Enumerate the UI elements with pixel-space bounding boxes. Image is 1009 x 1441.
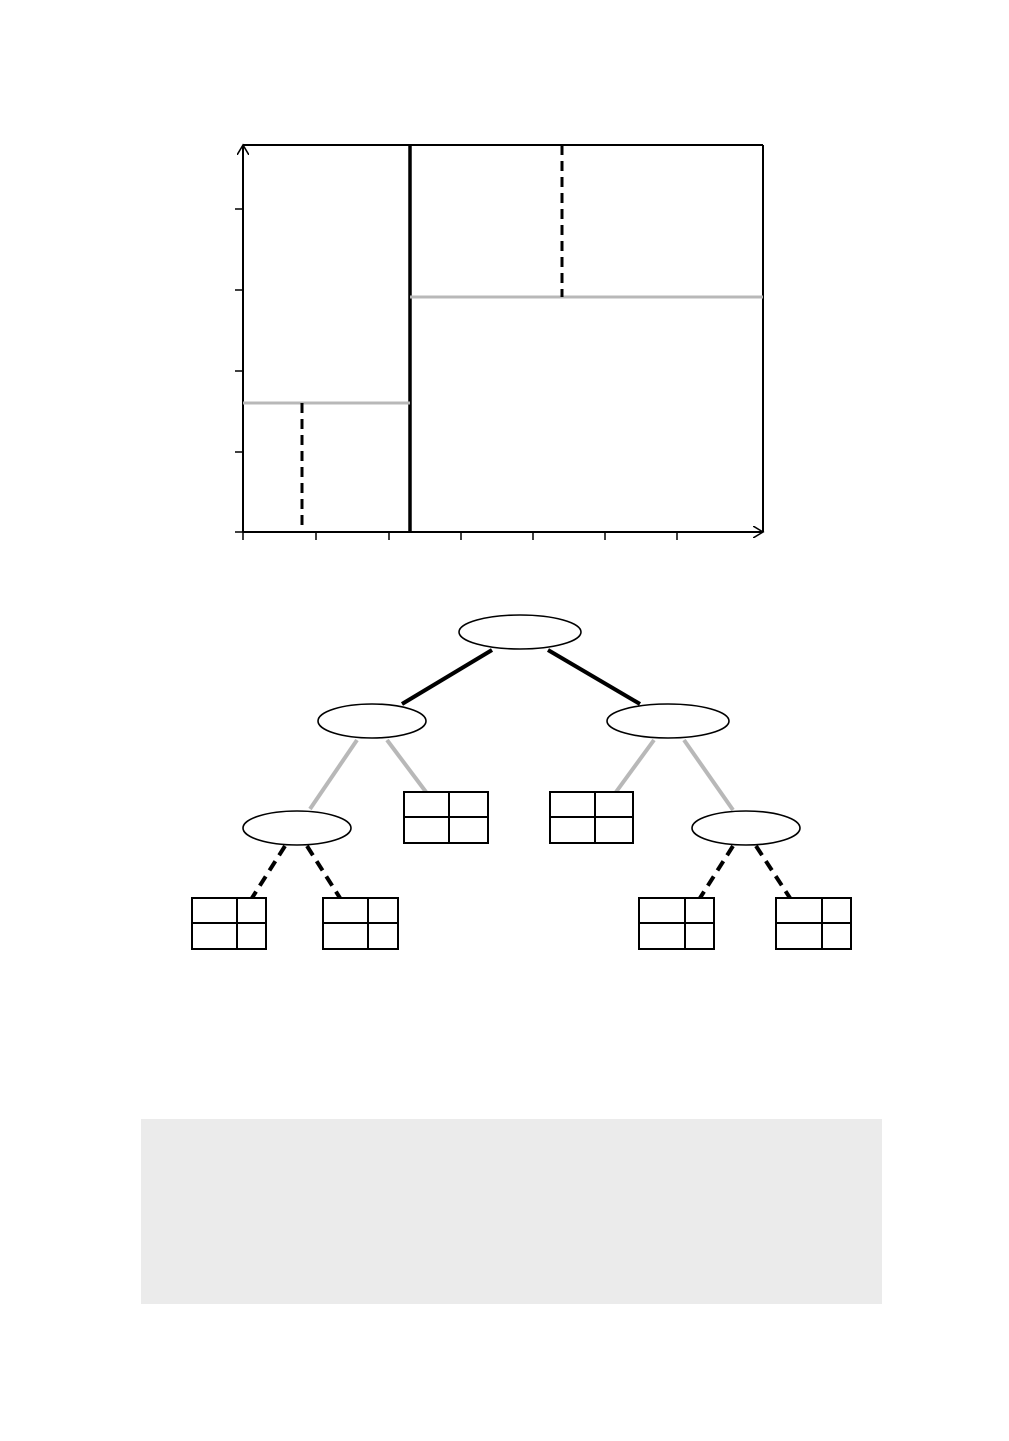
leaf-box-right-right-left xyxy=(638,897,715,950)
tree-edge xyxy=(682,738,735,812)
tree-edge xyxy=(250,844,287,900)
tree-edge xyxy=(385,738,428,794)
tree-edge xyxy=(754,844,792,900)
kd-tree xyxy=(191,614,852,950)
tree-edge xyxy=(546,648,642,706)
y-axis-ticks xyxy=(235,208,243,533)
leaf-box-left-left-right xyxy=(322,897,399,950)
tree-edge xyxy=(400,648,494,706)
tree-edge xyxy=(305,844,342,900)
leaf-box-right-right-right xyxy=(775,897,852,950)
tree-edge xyxy=(614,738,656,794)
tree-edge xyxy=(308,738,359,811)
tree-edge xyxy=(698,844,735,900)
tree-root-node xyxy=(458,614,582,650)
leaf-box-left-left-left xyxy=(191,897,267,950)
leaf-box-right-left xyxy=(549,791,634,844)
partition-plot xyxy=(235,145,763,540)
tree-node-right xyxy=(606,703,730,739)
x-axis-ticks xyxy=(242,532,678,540)
tree-node-left-left xyxy=(242,810,352,846)
tree-node-right-right xyxy=(691,810,801,846)
caption-box xyxy=(141,1119,882,1304)
leaf-box-left-right xyxy=(403,791,489,844)
tree-node-left xyxy=(317,703,427,739)
